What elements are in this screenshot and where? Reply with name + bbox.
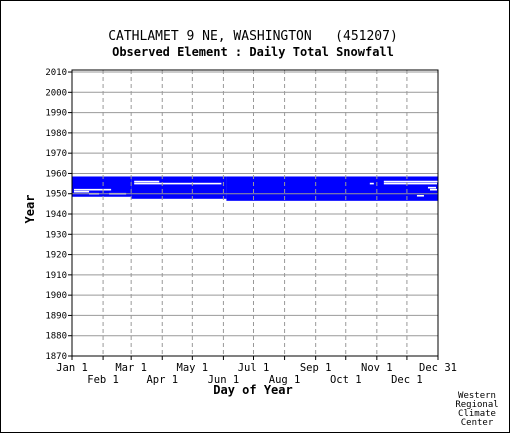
y-tick-label-2000: 2000 (45, 88, 67, 98)
gap-5 (134, 182, 222, 185)
gap-8 (369, 182, 374, 185)
y-tick-label-1930: 1930 (45, 230, 67, 240)
y-tick-label-1990: 1990 (45, 109, 67, 119)
coverage-band-2 (226, 176, 438, 201)
gap-9 (427, 186, 436, 189)
chart-subtitle: Observed Element : Daily Total Snowfall (112, 45, 394, 59)
x-axis-ticks: Jan 1 Mar 1 May 1 Jul 1 Sep 1 Nov 1 Dec 31 Feb … (56, 356, 457, 386)
x-tick-label-feb-1: Feb 1 (87, 374, 119, 386)
y-tick-label-1950: 1950 (45, 190, 67, 200)
credit-text: Western Regional Climate Center (455, 391, 498, 428)
y-axis-label: Year (23, 195, 37, 224)
x-tick-label-sep-1: Sep 1 (300, 362, 332, 374)
x-tick-label-apr-1: Apr 1 (146, 374, 178, 386)
y-axis-ticks: 2010 2000 1990 1980 1970 1960 1950 1940 1930 1920… (45, 68, 72, 362)
x-tick-label-dec-1: Dec 1 (391, 374, 423, 386)
y-tick-label-1900: 1900 (45, 291, 67, 301)
y-tick-label-1910: 1910 (45, 271, 67, 281)
y-tick-label-1940: 1940 (45, 210, 67, 220)
y-tick-label-2010: 2010 (45, 68, 67, 78)
y-tick-label-1920: 1920 (45, 251, 67, 261)
x-axis-label: Day of Year (213, 383, 292, 397)
gap-11 (416, 194, 424, 197)
x-tick-label-nov-1: Nov 1 (361, 362, 393, 374)
y-tick-label-1960: 1960 (45, 169, 67, 179)
x-tick-label-jan-1: Jan 1 (56, 362, 88, 374)
x-tick-label-jun-1: Jun 1 (208, 374, 240, 386)
x-tick-label-mar-1: Mar 1 (115, 362, 147, 374)
x-tick-label-jul-1: Jul 1 (238, 362, 270, 374)
chart-title: CATHLAMET 9 NE, WASHINGTON (451207) (108, 29, 398, 44)
credit-line-1: Western (458, 391, 496, 401)
grid-lines (71, 69, 439, 357)
credit-line-2: Regional (455, 400, 498, 410)
gap-4 (134, 180, 160, 183)
gap-6 (383, 180, 438, 183)
y-tick-label-1980: 1980 (45, 129, 67, 139)
y-tick-label-1890: 1890 (45, 311, 67, 321)
x-tick-label-may-1: May 1 (177, 362, 209, 374)
gap-0 (74, 188, 112, 191)
y-tick-label-1880: 1880 (45, 332, 67, 342)
credit-line-4: Center (461, 418, 494, 428)
plot-border (71, 69, 439, 357)
x-tick-label-dec-31: Dec 31 (419, 362, 457, 374)
gap-1 (74, 190, 90, 193)
gap-10 (429, 188, 437, 191)
x-tick-label-aug-1: Aug 1 (269, 374, 301, 386)
credit-line-3: Climate (458, 409, 496, 419)
y-tick-label-1970: 1970 (45, 149, 67, 159)
x-tick-label-oct-1: Oct 1 (330, 374, 362, 386)
y-tick-label-1870: 1870 (45, 352, 67, 362)
coverage-band-1 (131, 176, 227, 199)
gap-7 (383, 182, 437, 185)
